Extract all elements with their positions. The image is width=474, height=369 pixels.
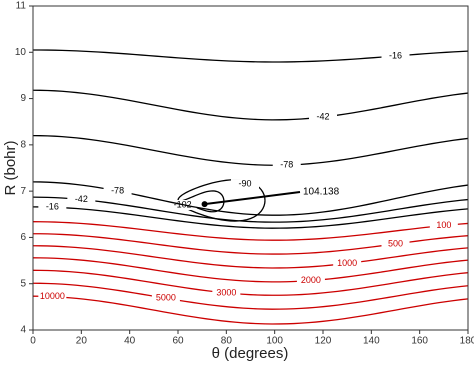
contour-label: 500 <box>388 238 403 248</box>
contour-label: -16 <box>46 202 59 212</box>
contour-line <box>32 257 469 283</box>
contour-label: -42 <box>316 111 329 121</box>
contour-line <box>32 89 469 121</box>
contour-line <box>32 282 469 310</box>
contour-line <box>32 196 469 223</box>
annotation-leader <box>204 191 301 206</box>
x-tick-label: 0 <box>30 336 36 347</box>
contour-label-bg <box>38 291 67 302</box>
y-tick-label: 6 <box>20 232 26 243</box>
contour-label: -42 <box>75 194 88 204</box>
annotation: 104.138 <box>303 187 340 198</box>
contour-line <box>32 134 469 166</box>
contour-label: -16 <box>389 50 402 60</box>
x-tick-label: 160 <box>411 336 428 347</box>
y-tick-label: 8 <box>20 139 26 150</box>
x-tick-label: 140 <box>363 336 380 347</box>
contour-label: 10000 <box>40 291 65 301</box>
x-tick-label: 20 <box>76 336 88 347</box>
y-tick-label: 11 <box>16 1 27 12</box>
y-tick-label: 9 <box>20 93 26 104</box>
contour-label-bg <box>309 112 337 123</box>
contour-label-bg <box>231 179 260 190</box>
contour-label-bg <box>151 293 180 304</box>
contours: -16-42-78-90-102-78-42-16100500100020003… <box>32 49 469 325</box>
x-tick-label: 40 <box>124 336 136 347</box>
contour-label-bg <box>103 185 132 196</box>
y-tick-label: 5 <box>20 278 26 289</box>
minimum-point <box>201 201 208 208</box>
x-tick-label: 180 <box>460 336 474 347</box>
contour-line <box>32 221 469 241</box>
contour-line <box>32 206 469 229</box>
contour-label-bg <box>381 238 410 249</box>
contour-line <box>32 245 469 269</box>
contour-label: 2000 <box>301 275 321 285</box>
contour-label-bg <box>333 258 362 269</box>
contour-label: -78 <box>280 159 293 169</box>
contour-label: 5000 <box>156 293 176 303</box>
contour-label: 1000 <box>337 258 357 268</box>
contour-label-bg <box>67 194 96 205</box>
contour-label: 100 <box>436 220 451 230</box>
contour-label: 3000 <box>216 287 236 297</box>
contour-line <box>32 269 469 296</box>
contour-label: -78 <box>111 185 124 195</box>
x-tick-label: 100 <box>266 336 283 347</box>
contour-label-bg <box>296 275 325 286</box>
contour-label-bg <box>272 160 301 171</box>
plot-frame <box>32 5 469 331</box>
y-tick-label: 4 <box>20 325 26 336</box>
contour-label-bg <box>38 202 67 213</box>
contour-label-bg <box>212 287 241 298</box>
x-axis-label: θ (degrees) <box>212 345 289 362</box>
contour-line <box>32 295 469 325</box>
contour-label-bg <box>429 220 458 231</box>
y-tick-label: 7 <box>20 186 26 197</box>
x-tick-label: 60 <box>172 336 184 347</box>
y-tick-label: 10 <box>15 47 27 58</box>
x-tick-label: 80 <box>221 336 233 347</box>
y-axis-label: R (bohr) <box>2 140 19 195</box>
x-tick-label: 120 <box>315 336 332 347</box>
contour-label: -90 <box>238 178 251 188</box>
contour-label-bg <box>381 50 410 61</box>
